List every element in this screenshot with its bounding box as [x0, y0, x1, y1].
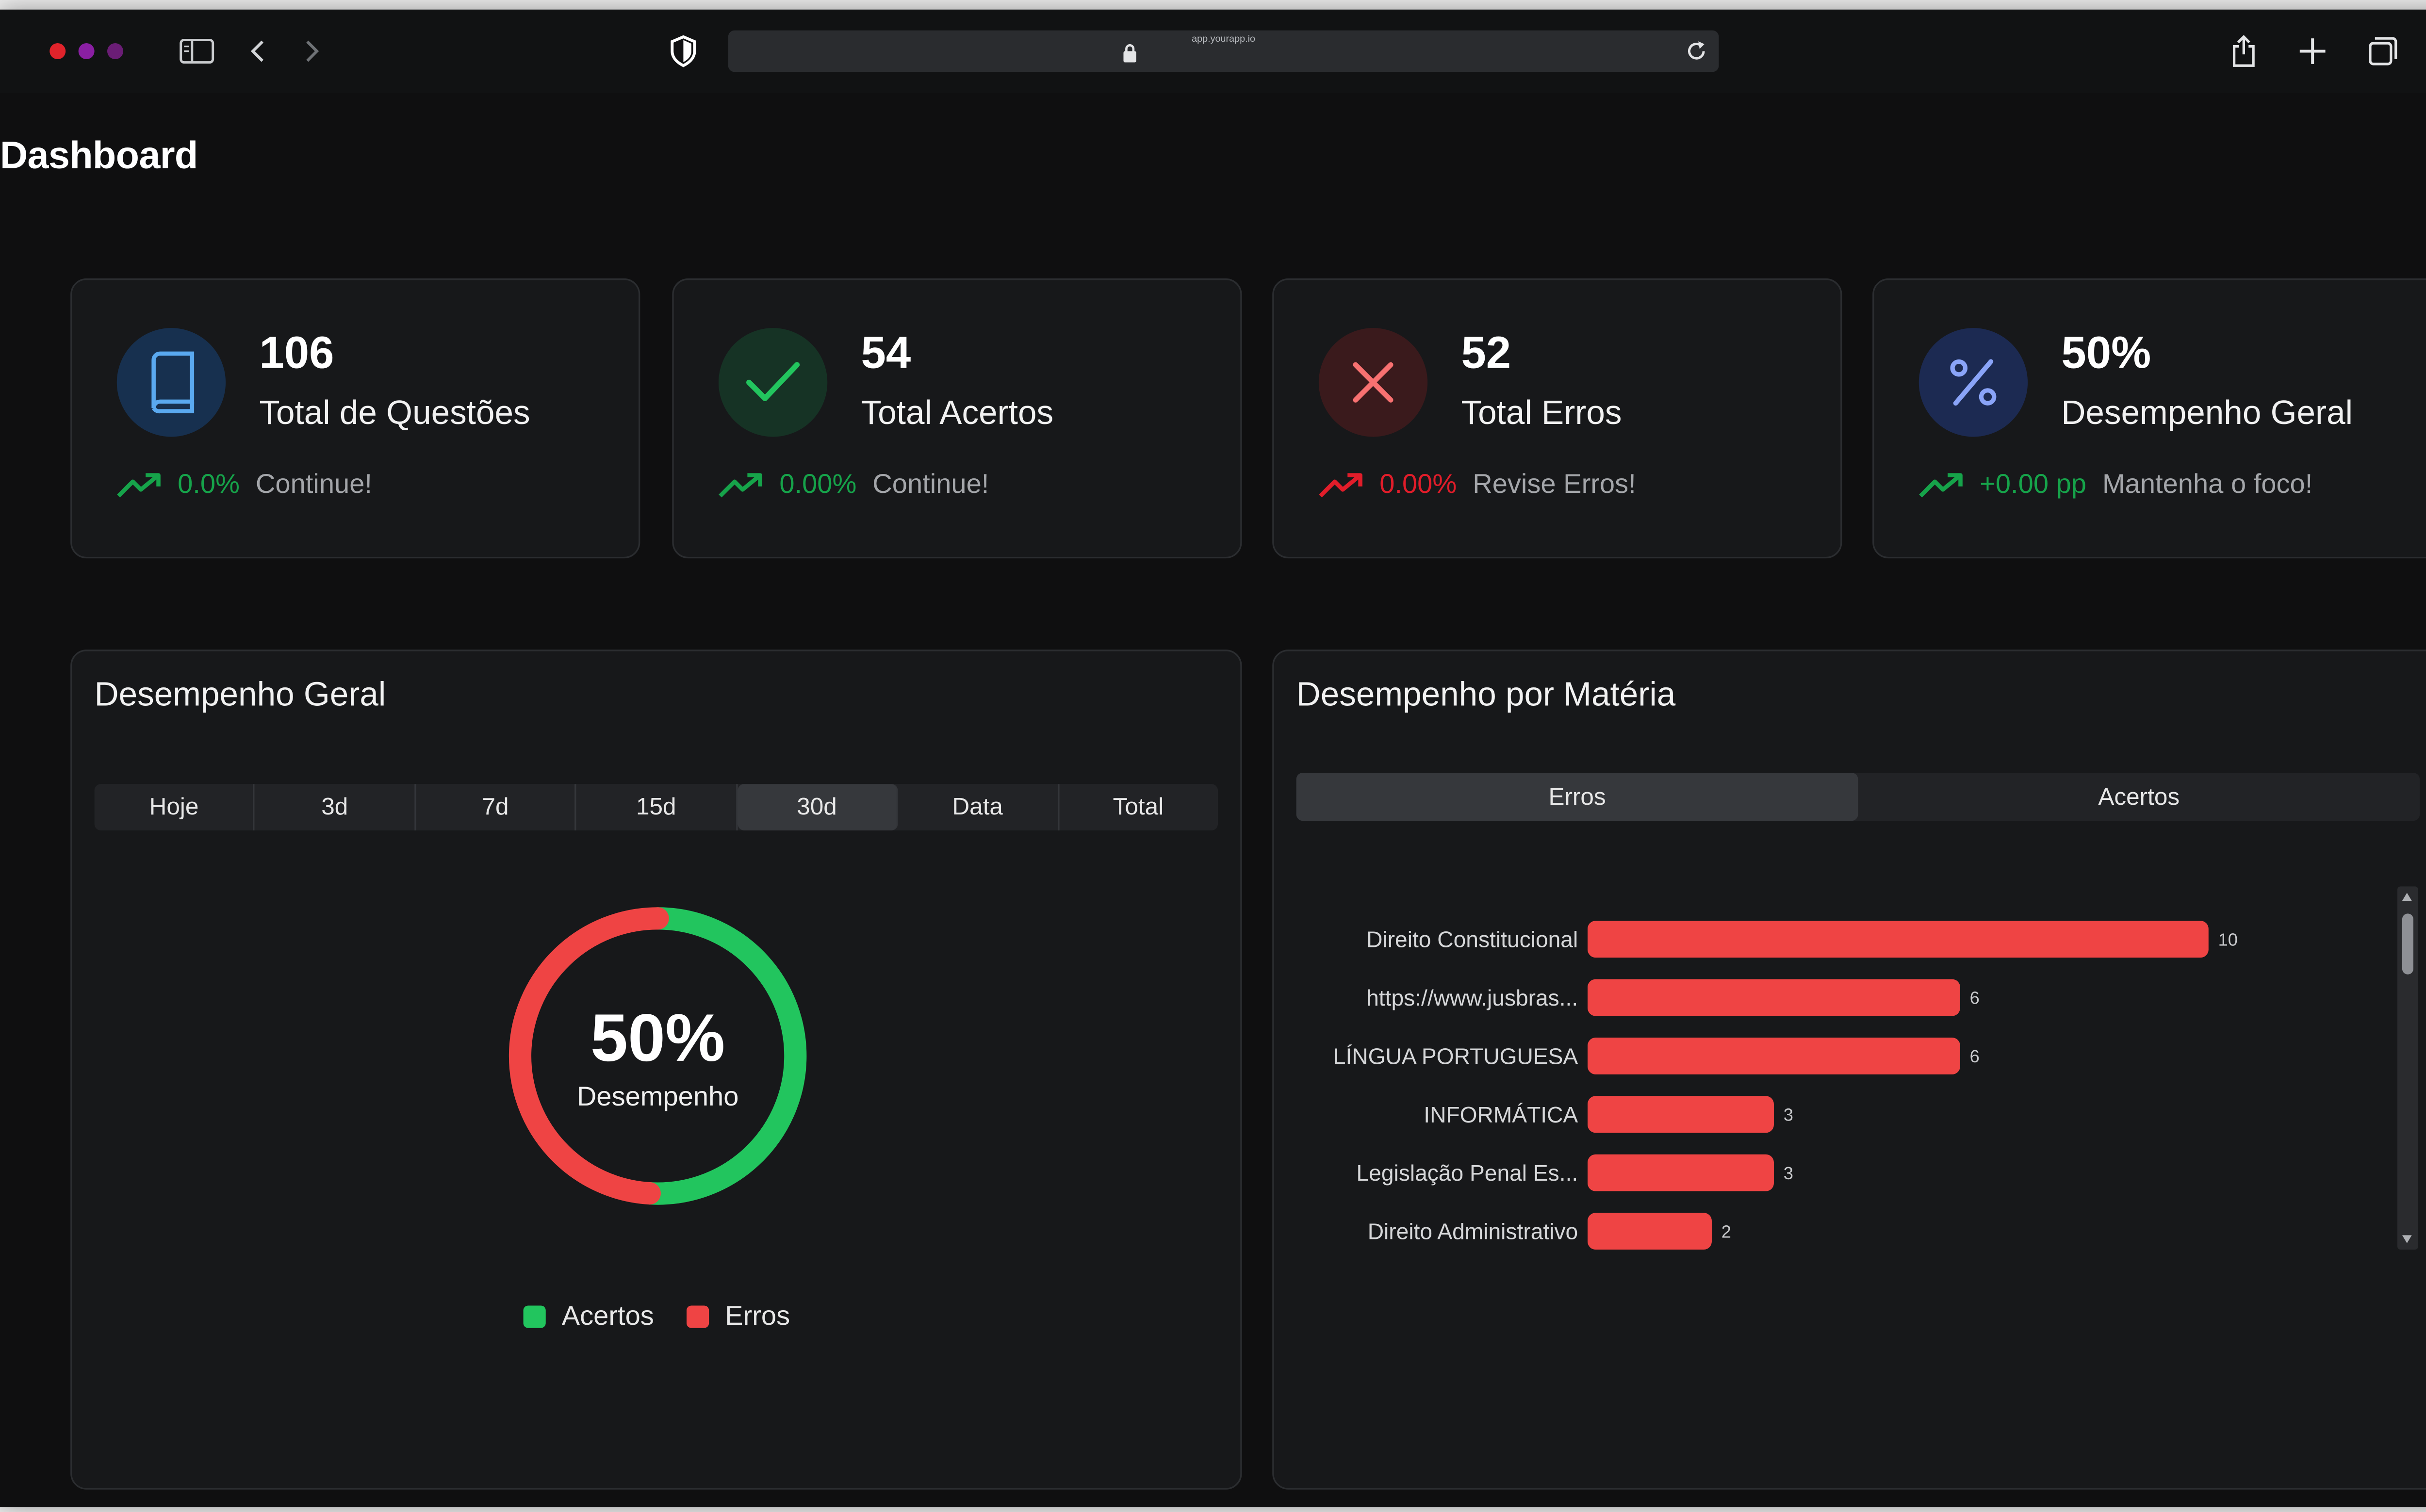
shield-icon[interactable] — [664, 32, 703, 70]
bar[interactable] — [1588, 921, 2209, 958]
stat-value: 52 — [1461, 328, 1511, 378]
new-tab-icon[interactable] — [2294, 32, 2332, 70]
close-icon — [1318, 328, 1428, 437]
url-text: app.yourapp.io — [1192, 35, 1256, 45]
minimize-window-button[interactable] — [78, 43, 95, 60]
bar-value-label: 10 — [2218, 929, 2238, 949]
stat-card-total-errors: 52 Total Erros 0.00% Revise Erros! — [1272, 278, 1842, 559]
bar-category-label: INFORMÁTICA — [1424, 1102, 1578, 1127]
share-icon[interactable] — [2225, 32, 2263, 70]
bar-category-label: https://www.jusbras... — [1366, 985, 1578, 1010]
stat-value: 50% — [2061, 328, 2151, 378]
panel-title: Desempenho por Matéria — [1296, 677, 1676, 714]
donut-center-value: 50% — [590, 1001, 725, 1075]
tab-30d[interactable]: 30d — [737, 784, 898, 830]
legend-label: Erros — [725, 1301, 790, 1332]
page-title: Dashboard — [0, 134, 198, 178]
tab-7d[interactable]: 7d — [416, 784, 577, 830]
close-window-button[interactable] — [49, 43, 66, 60]
stat-label: Total Acertos — [861, 395, 1054, 432]
trend-value: 0.0% — [178, 469, 240, 500]
donut-slice-erros[interactable] — [508, 907, 669, 1205]
trend-row: +0.00 pp Mantenha o foco! — [1919, 469, 2313, 501]
legend-item-acertos[interactable]: Acertos — [523, 1301, 654, 1333]
chart-scrollbar[interactable] — [2397, 886, 2418, 1250]
forward-icon[interactable] — [293, 32, 331, 70]
legend-swatch — [523, 1305, 546, 1328]
tab-15d[interactable]: 15d — [576, 784, 738, 830]
bar[interactable] — [1588, 1154, 1774, 1191]
subject-performance-panel: Desempenho por Matéria Erros Acertos Dir… — [1272, 650, 2426, 1490]
scroll-thumb[interactable] — [2402, 913, 2413, 975]
reload-icon[interactable] — [1685, 40, 1707, 70]
lock-icon — [1122, 42, 1138, 70]
bar[interactable] — [1588, 1213, 1712, 1250]
trending-up-icon — [117, 472, 162, 498]
tab-3d[interactable]: 3d — [255, 784, 416, 830]
maximize-window-button[interactable] — [107, 43, 123, 60]
trending-up-icon — [719, 472, 763, 498]
trend-row: 0.00% Revise Erros! — [1319, 469, 1636, 501]
trending-up-icon — [1919, 472, 1964, 498]
trend-row: 0.0% Continue! — [117, 469, 372, 501]
stat-label: Total Erros — [1461, 395, 1622, 432]
bar-category-label: LÍNGUA PORTUGUESA — [1333, 1043, 1578, 1069]
bar-value-label: 6 — [1970, 1046, 1980, 1066]
trend-note: Continue! — [872, 469, 989, 500]
percent-icon — [1918, 328, 2028, 437]
trend-note: Mantenha o foco! — [2102, 469, 2313, 500]
check-icon — [718, 328, 828, 437]
panel-title: Desempenho Geral — [94, 677, 386, 714]
browser-toolbar: app.yourapp.io — [0, 9, 2426, 93]
scroll-down-icon[interactable] — [2402, 1235, 2412, 1243]
tab-erros[interactable]: Erros — [1296, 773, 1858, 821]
mode-tabs: Erros Acertos — [1296, 773, 2420, 821]
bar[interactable] — [1588, 979, 1960, 1016]
bar-category-label: Legislação Penal Es... — [1357, 1160, 1578, 1186]
back-icon[interactable] — [238, 32, 277, 70]
bar-value-label: 2 — [1721, 1221, 1731, 1241]
bar-value-label: 3 — [1784, 1105, 1793, 1125]
stat-card-total-correct: 54 Total Acertos 0.00% Continue! — [672, 278, 1242, 559]
stat-card-total-questions: 106 Total de Questões 0.0% Continue! — [70, 278, 640, 559]
tab-acertos[interactable]: Acertos — [2098, 783, 2180, 811]
trend-value: 0.00% — [779, 469, 857, 500]
tab-hoje[interactable]: Hoje — [95, 784, 255, 830]
trend-row: 0.00% Continue! — [719, 469, 989, 501]
donut-slice-acertos[interactable] — [638, 907, 807, 1205]
overall-performance-panel: Desempenho Geral Hoje 3d 7d 15d 30d Data… — [70, 650, 1242, 1490]
bar[interactable] — [1588, 1096, 1774, 1133]
legend-swatch — [687, 1305, 709, 1328]
trend-value: +0.00 pp — [1980, 469, 2086, 500]
trend-note: Continue! — [255, 469, 372, 500]
stat-label: Desempenho Geral — [2061, 395, 2353, 432]
sidebar-toggle-icon[interactable] — [178, 32, 216, 70]
legend-label: Acertos — [561, 1301, 654, 1332]
performance-donut-chart: 50% Desempenho — [508, 907, 807, 1205]
range-tabs: Hoje 3d 7d 15d 30d Data Total — [94, 784, 1218, 830]
stat-value: 106 — [259, 328, 334, 378]
legend-item-erros[interactable]: Erros — [687, 1301, 790, 1333]
stat-value: 54 — [861, 328, 911, 378]
subject-bar-chart: Direito Constitucional 10 https://www.jusb… — [1333, 921, 2238, 1250]
browser-window: app.yourapp.io Dashboard 106 Total de Qu… — [0, 9, 2426, 1508]
tab-total[interactable]: Total — [1113, 794, 1164, 821]
stat-label: Total de Questões — [259, 395, 530, 432]
tab-overview-icon[interactable] — [2364, 32, 2402, 70]
bar-value-label: 3 — [1784, 1163, 1793, 1183]
trending-up-icon — [1319, 472, 1363, 498]
stat-card-overall-performance: 50% Desempenho Geral +0.00 pp Mantenha o… — [1872, 278, 2426, 559]
bar-category-label: Direito Constitucional — [1366, 927, 1578, 952]
address-bar[interactable]: app.yourapp.io — [728, 30, 1719, 72]
bar[interactable] — [1588, 1038, 1960, 1074]
bar-value-label: 6 — [1970, 988, 1980, 1008]
trend-value: 0.00% — [1379, 469, 1457, 500]
book-icon — [116, 328, 226, 437]
trend-note: Revise Erros! — [1473, 469, 1636, 500]
bar-category-label: Direito Administrativo — [1368, 1219, 1578, 1244]
tab-data[interactable]: Data — [898, 784, 1059, 830]
donut-center-label: Desempenho — [577, 1081, 738, 1111]
scroll-up-icon[interactable] — [2402, 893, 2412, 901]
